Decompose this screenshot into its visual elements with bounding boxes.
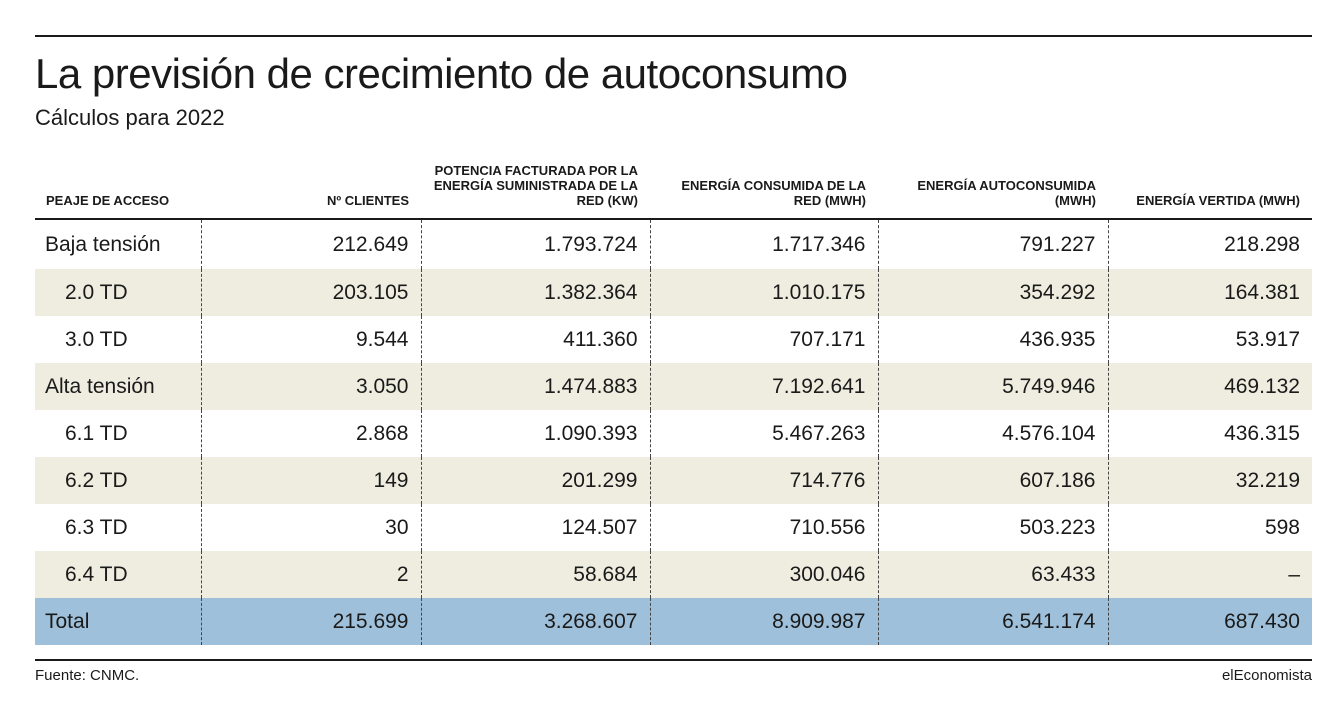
bottom-rule	[35, 659, 1312, 661]
cell-energia-autoconsumida: 607.186	[877, 457, 1108, 504]
row-label: Baja tensión	[45, 232, 161, 256]
cell-clientes: 203.105	[200, 269, 421, 316]
data-table: PEAJE DE ACCESO Nº CLIENTES POTENCIA FAC…	[35, 138, 1312, 645]
cell-energia-autoconsumida: 4.576.104	[877, 410, 1108, 457]
table-row: 6.4 TD 2 58.684 300.046 63.433 –	[35, 551, 1312, 598]
page-title: La previsión de crecimiento de autoconsu…	[35, 50, 848, 97]
cell-energia-consumida: 7.192.641	[649, 363, 878, 410]
table-row: Baja tensión 212.649 1.793.724 1.717.346…	[35, 219, 1312, 269]
cell-potencia: 3.268.607	[420, 598, 650, 645]
cell-energia-autoconsumida: 436.935	[877, 316, 1108, 363]
table-header-row: PEAJE DE ACCESO Nº CLIENTES POTENCIA FAC…	[35, 138, 1312, 220]
row-label: Total	[35, 598, 201, 645]
cell-potencia: 1.793.724	[420, 219, 650, 269]
cell-potencia: 1.474.883	[420, 363, 650, 410]
cell-potencia: 58.684	[420, 551, 650, 598]
row-label: 6.4 TD	[35, 551, 201, 598]
page-subtitle: Cálculos para 2022	[35, 105, 225, 130]
cell-energia-vertida: 469.132	[1107, 363, 1312, 410]
cell-energia-autoconsumida: 354.292	[877, 269, 1108, 316]
cell-energia-vertida: 218.298	[1107, 219, 1312, 269]
cell-energia-autoconsumida: 791.227	[877, 219, 1108, 269]
cell-energia-vertida: 436.315	[1107, 410, 1312, 457]
row-label: 6.2 TD	[35, 457, 201, 504]
cell-energia-vertida: –	[1107, 551, 1312, 598]
cell-energia-consumida: 5.467.263	[649, 410, 878, 457]
column-header-energia-consumida: ENERGÍA CONSUMIDA DE LA RED (MWH)	[650, 138, 878, 220]
cell-clientes: 215.699	[200, 598, 421, 645]
row-label: 3.0 TD	[65, 327, 128, 351]
cell-potencia: 1.090.393	[420, 410, 650, 457]
row-label: 6.1 TD	[65, 421, 128, 445]
cell-energia-vertida: 598	[1107, 504, 1312, 551]
cell-energia-consumida: 300.046	[649, 551, 878, 598]
cell-clientes: 9.544	[200, 316, 421, 363]
cell-potencia: 411.360	[420, 316, 650, 363]
cell-energia-consumida: 714.776	[649, 457, 878, 504]
row-label: 2.0 TD	[35, 269, 201, 316]
cell-energia-vertida: 32.219	[1107, 457, 1312, 504]
cell-energia-consumida: 707.171	[649, 316, 878, 363]
cell-clientes: 149	[200, 457, 421, 504]
top-rule	[35, 35, 1312, 37]
cell-clientes: 30	[200, 504, 421, 551]
column-header-potencia: POTENCIA FACTURADA POR LA ENERGÍA SUMINI…	[421, 138, 650, 220]
cell-clientes: 2	[200, 551, 421, 598]
column-header-energia-vertida: ENERGÍA VERTIDA (MWH)	[1108, 138, 1312, 220]
cell-energia-vertida: 164.381	[1107, 269, 1312, 316]
table-row: 3.0 TD 9.544 411.360 707.171 436.935 53.…	[35, 316, 1312, 363]
cell-energia-vertida: 53.917	[1107, 316, 1312, 363]
column-header-peaje: PEAJE DE ACCESO	[35, 138, 201, 220]
cell-clientes: 3.050	[200, 363, 421, 410]
source-note: Fuente: CNMC.	[35, 667, 140, 684]
row-label: Alta tensión	[35, 363, 201, 410]
cell-energia-consumida: 1.717.346	[649, 219, 878, 269]
cell-energia-consumida: 1.010.175	[649, 269, 878, 316]
cell-energia-autoconsumida: 5.749.946	[877, 363, 1108, 410]
cell-potencia: 124.507	[420, 504, 650, 551]
cell-clientes: 212.649	[200, 219, 421, 269]
table-row: 2.0 TD 203.105 1.382.364 1.010.175 354.2…	[35, 269, 1312, 316]
cell-energia-autoconsumida: 6.541.174	[877, 598, 1108, 645]
table-row: 6.1 TD 2.868 1.090.393 5.467.263 4.576.1…	[35, 410, 1312, 457]
cell-energia-vertida: 687.430	[1107, 598, 1312, 645]
cell-energia-consumida: 710.556	[649, 504, 878, 551]
table-row: Alta tensión 3.050 1.474.883 7.192.641 5…	[35, 363, 1312, 410]
cell-energia-autoconsumida: 503.223	[877, 504, 1108, 551]
table-row: 6.2 TD 149 201.299 714.776 607.186 32.21…	[35, 457, 1312, 504]
cell-energia-consumida: 8.909.987	[649, 598, 878, 645]
column-header-clientes: Nº CLIENTES	[201, 138, 421, 220]
cell-potencia: 201.299	[420, 457, 650, 504]
cell-clientes: 2.868	[200, 410, 421, 457]
table-row: 6.3 TD 30 124.507 710.556 503.223 598	[35, 504, 1312, 551]
cell-energia-autoconsumida: 63.433	[877, 551, 1108, 598]
row-label: 6.3 TD	[65, 515, 128, 539]
table-total-row: Total 215.699 3.268.607 8.909.987 6.541.…	[35, 598, 1312, 645]
column-header-energia-autoconsumida: ENERGÍA AUTOCONSUMIDA (MWH)	[878, 138, 1108, 220]
brand-logo: elEconomista	[1221, 667, 1312, 684]
cell-potencia: 1.382.364	[420, 269, 650, 316]
